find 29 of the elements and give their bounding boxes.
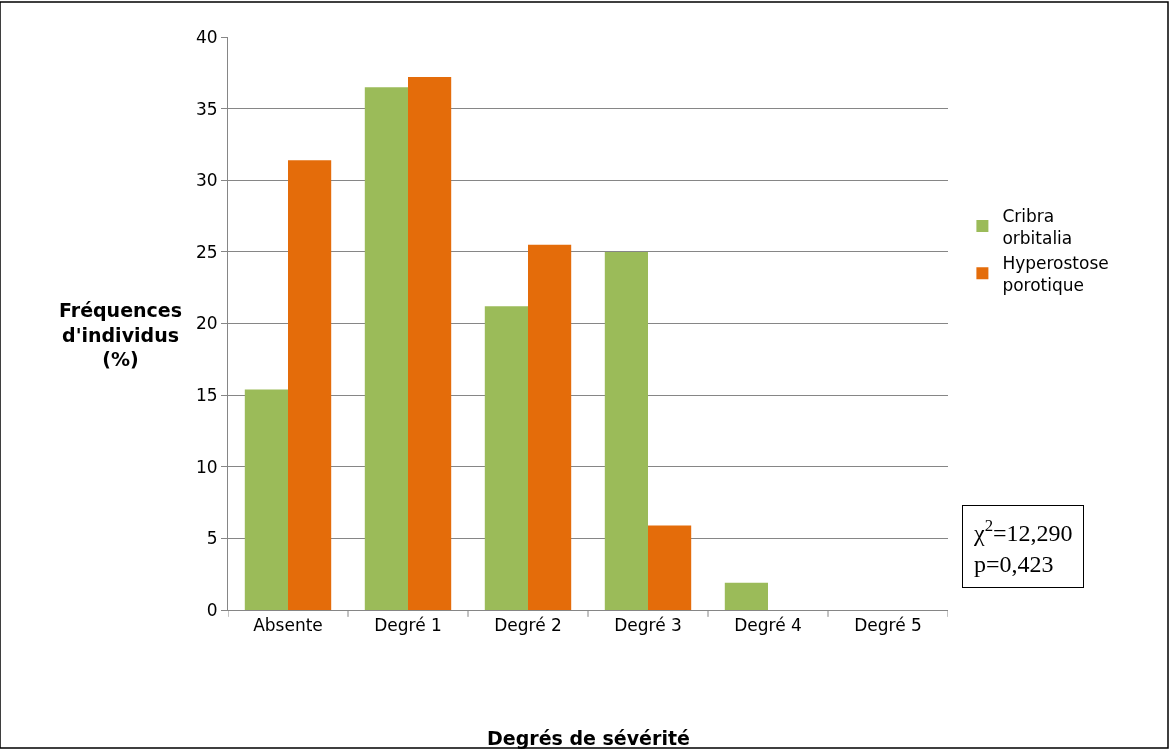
y-tick-label: 30 — [195, 170, 218, 191]
y-tick-label: 40 — [195, 26, 218, 47]
y-axis-title: Fréquences d'individus (%) — [59, 299, 183, 371]
y-tick-label: 20 — [195, 313, 218, 334]
bar — [604, 251, 648, 610]
bar — [288, 160, 332, 610]
bar — [244, 389, 288, 610]
bar — [364, 87, 408, 610]
x-tick-label: Degré 1 — [374, 615, 442, 636]
text: χ$^{2}$=12,290 p=0,423 — [973, 516, 1073, 578]
x-axis-title: Degrés de sévérité — [487, 727, 690, 749]
x-tick-label: Degré 2 — [494, 615, 562, 636]
legend-label: Cribra orbitalia — [1002, 205, 1073, 248]
bar — [528, 244, 572, 610]
legend-label: Hyperostose porotique — [1002, 252, 1109, 295]
y-tick-label: 35 — [195, 98, 218, 119]
y-tick-label: 10 — [195, 456, 218, 477]
x-tick-label: Absente — [253, 615, 323, 636]
y-tick-label: 15 — [195, 385, 218, 406]
x-tick-label: Degré 4 — [734, 615, 802, 636]
x-tick-label: Degré 5 — [854, 615, 922, 636]
bar — [484, 306, 528, 610]
x-tick-label: Degré 3 — [614, 615, 682, 636]
y-tick-label: 5 — [206, 528, 218, 549]
y-tick-label: 0 — [206, 599, 218, 620]
bar — [724, 582, 768, 610]
y-tick-label: 25 — [195, 241, 218, 262]
bar — [648, 525, 692, 610]
bar — [408, 77, 452, 610]
